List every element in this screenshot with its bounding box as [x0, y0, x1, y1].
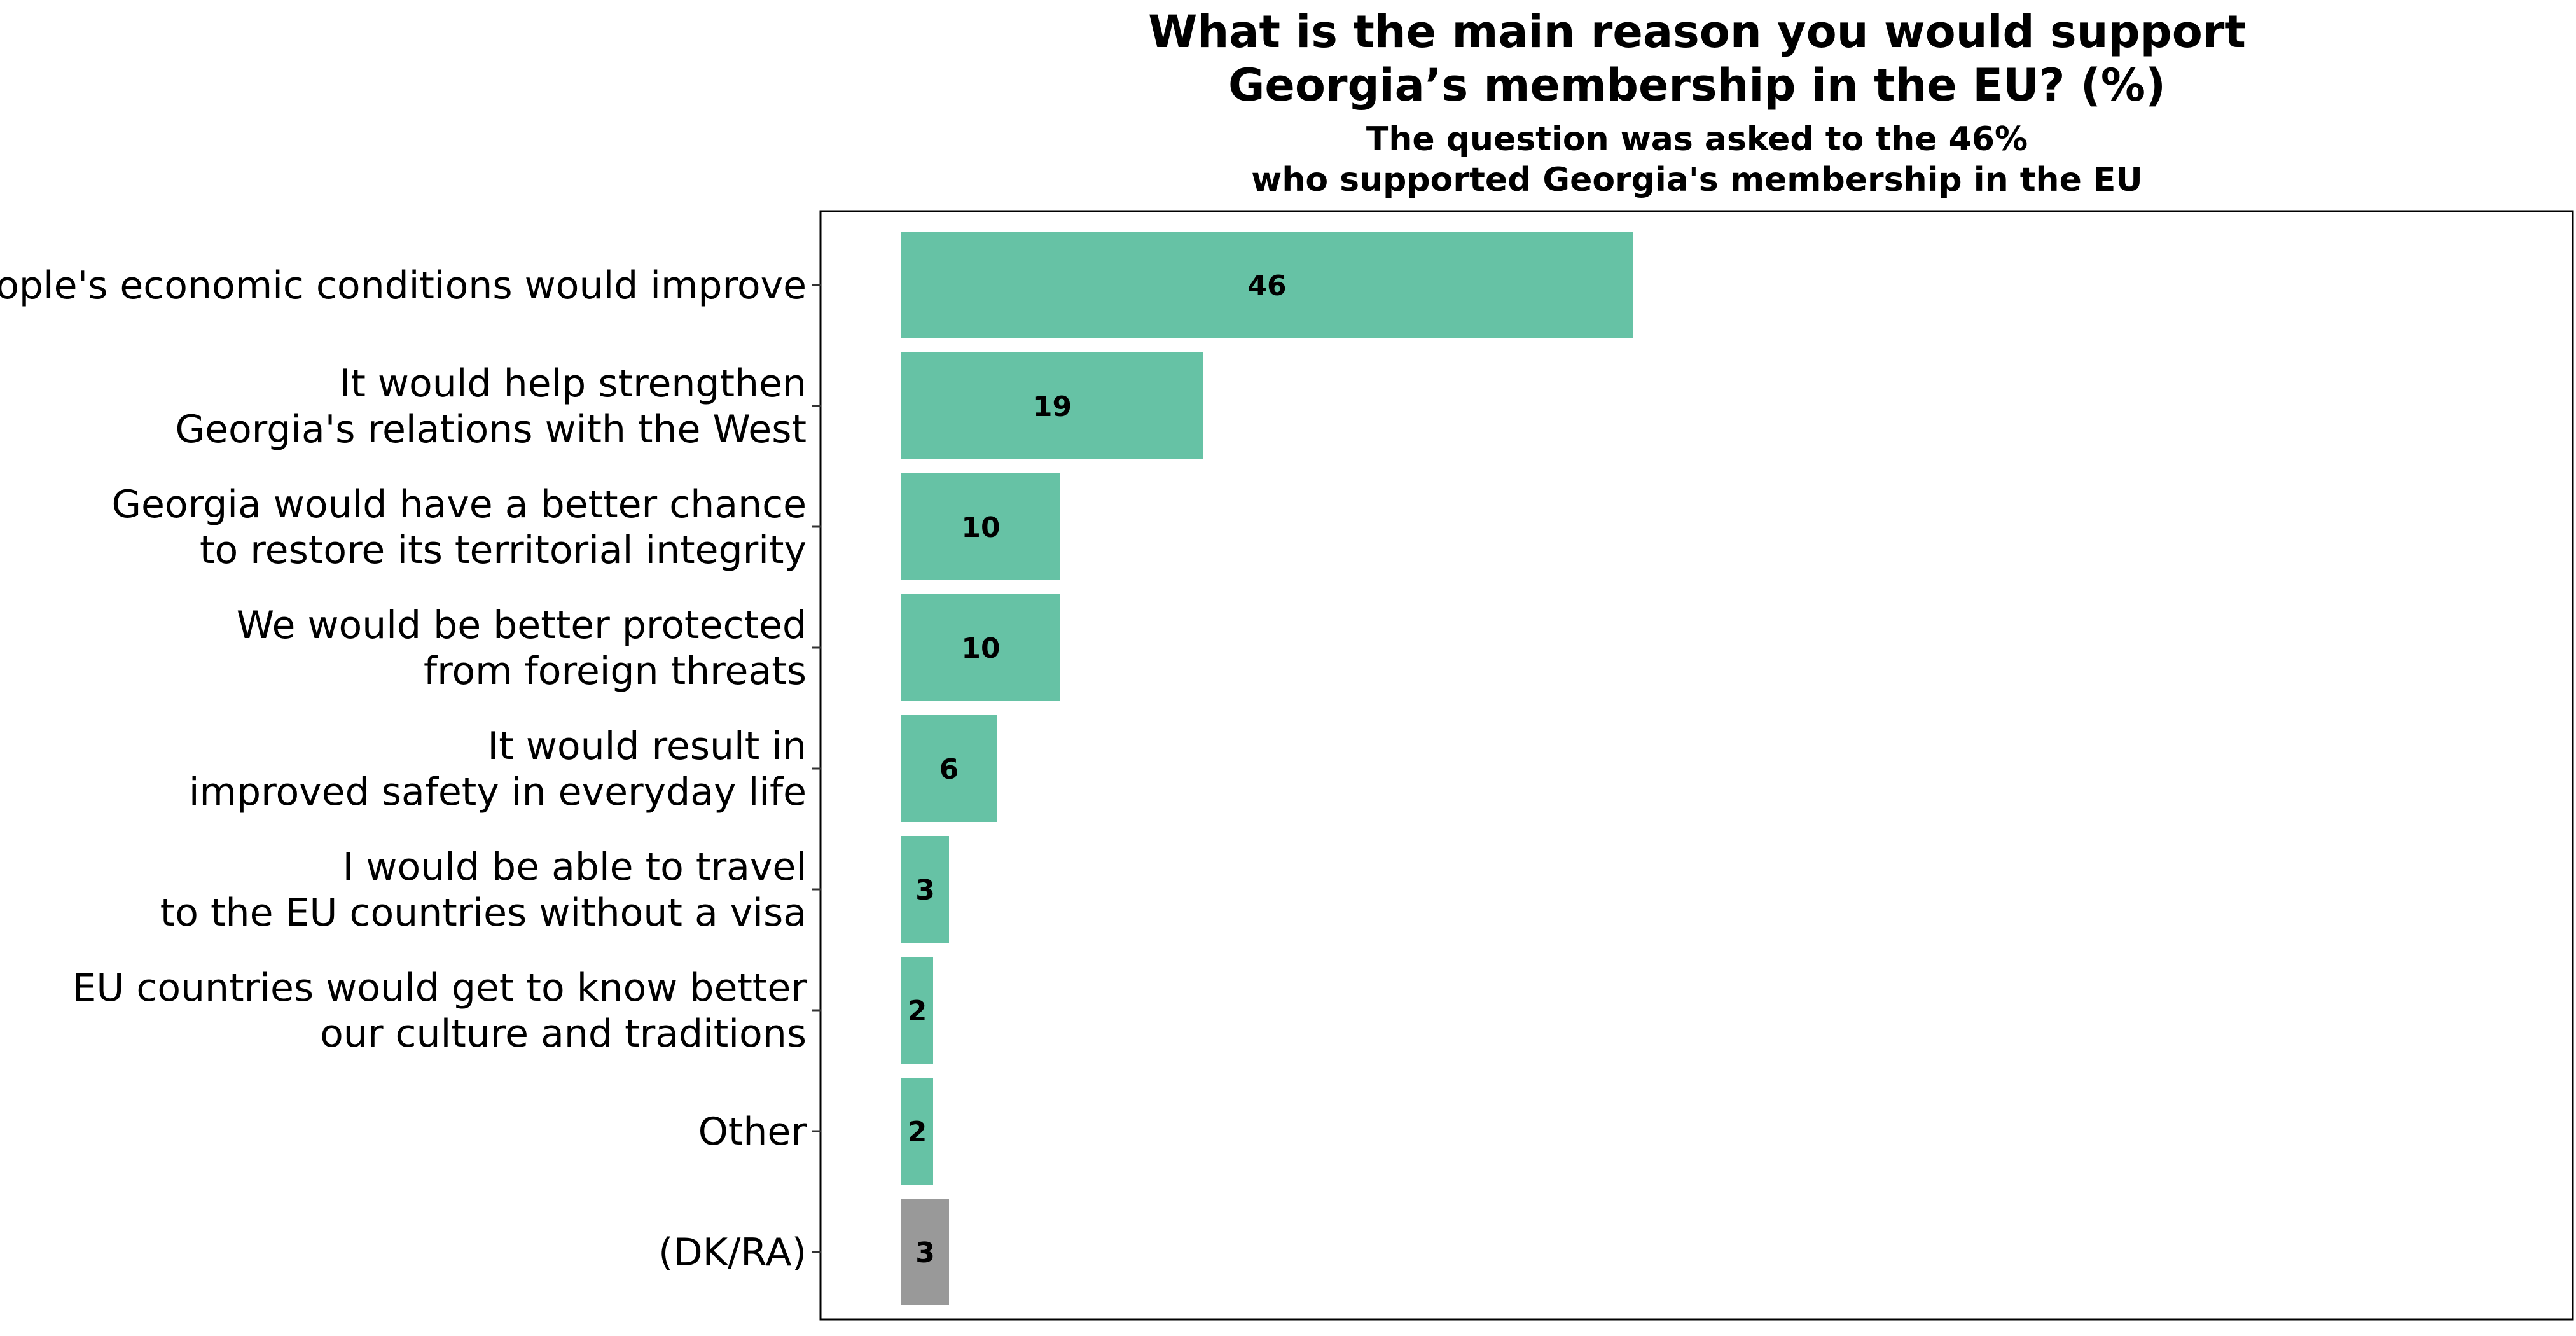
- bar-value-label: 3: [915, 874, 935, 907]
- category-label: We would be better protected from foreign…: [237, 603, 807, 693]
- bar: [901, 1199, 949, 1305]
- category-label: People's economic conditions would impro…: [0, 263, 807, 308]
- bar-value-label: 19: [1033, 391, 1072, 423]
- chart-title-line: What is the main reason you would suppor…: [1148, 6, 2246, 58]
- plot-panel: [819, 210, 2574, 1321]
- bars: [901, 232, 1633, 1305]
- bar: [901, 473, 1060, 580]
- category-label: EU countries would get to know better our…: [72, 966, 807, 1056]
- bar-value-label: 2: [908, 995, 927, 1027]
- bar-value-label: 2: [908, 1116, 927, 1148]
- category-label: It would help strengthen Georgia's relati…: [176, 361, 807, 452]
- value-labels: 46 19 10 10 6 3 2 2 3: [908, 270, 1287, 1269]
- bar-value-label: 6: [939, 753, 959, 786]
- bar: [901, 715, 997, 822]
- category-label: Other: [698, 1110, 807, 1154]
- bar: [901, 232, 1633, 338]
- category-label: It would result in improved safety in eve…: [189, 724, 807, 814]
- bar-value-label: 10: [961, 632, 1000, 665]
- chart-title: What is the main reason you would suppor…: [1148, 6, 2246, 111]
- category-labels: People's economic conditions would impro…: [0, 263, 821, 1275]
- bar: [901, 836, 949, 943]
- bar-value-label: 46: [1247, 270, 1286, 302]
- category-label: (DK/RA): [658, 1230, 807, 1275]
- bar-value-label: 3: [915, 1237, 935, 1269]
- bar: [901, 957, 933, 1064]
- bar-value-label: 10: [961, 511, 1000, 544]
- chart-subtitle-line: who supported Georgia's membership in th…: [1251, 161, 2142, 199]
- category-label: Georgia would have a better chance to res…: [111, 482, 807, 573]
- bar: [901, 1078, 933, 1185]
- category-label: I would be able to travel to the EU count…: [160, 845, 807, 935]
- bar: [901, 352, 1203, 459]
- chart-subtitle: The question was asked to the 46%who sup…: [1251, 120, 2142, 199]
- chart-subtitle-line: The question was asked to the 46%: [1366, 120, 2028, 158]
- bar: [901, 594, 1060, 701]
- chart-title-line: Georgia’s membership in the EU? (%): [1228, 59, 2166, 111]
